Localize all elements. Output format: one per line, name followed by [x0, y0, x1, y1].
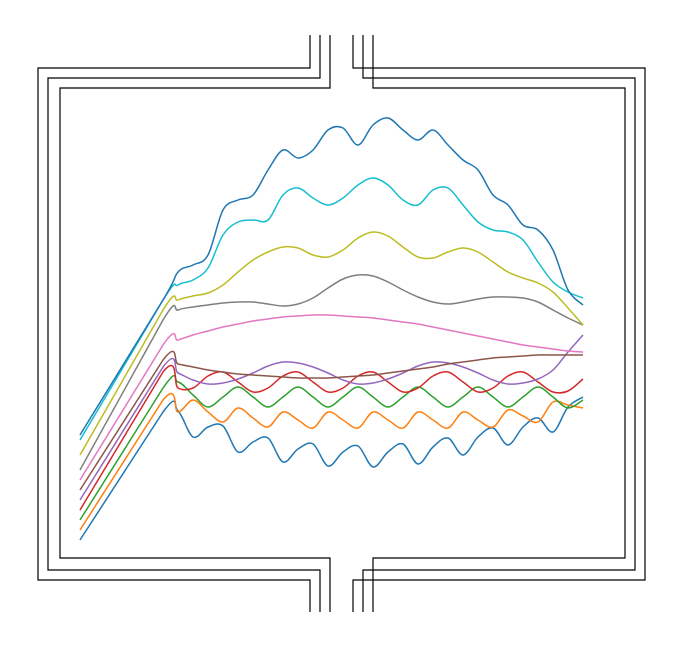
frame-inner	[59, 35, 626, 612]
frame	[37, 35, 646, 612]
line	[79, 314, 584, 481]
frame-middle	[47, 35, 636, 612]
line	[79, 274, 584, 471]
line	[79, 177, 584, 441]
line	[79, 392, 584, 531]
line	[79, 117, 584, 436]
line	[79, 374, 584, 521]
frame-outer	[37, 35, 646, 612]
line	[79, 364, 584, 511]
line	[79, 350, 583, 491]
line	[79, 231, 584, 456]
line	[79, 334, 584, 501]
line	[79, 396, 584, 541]
